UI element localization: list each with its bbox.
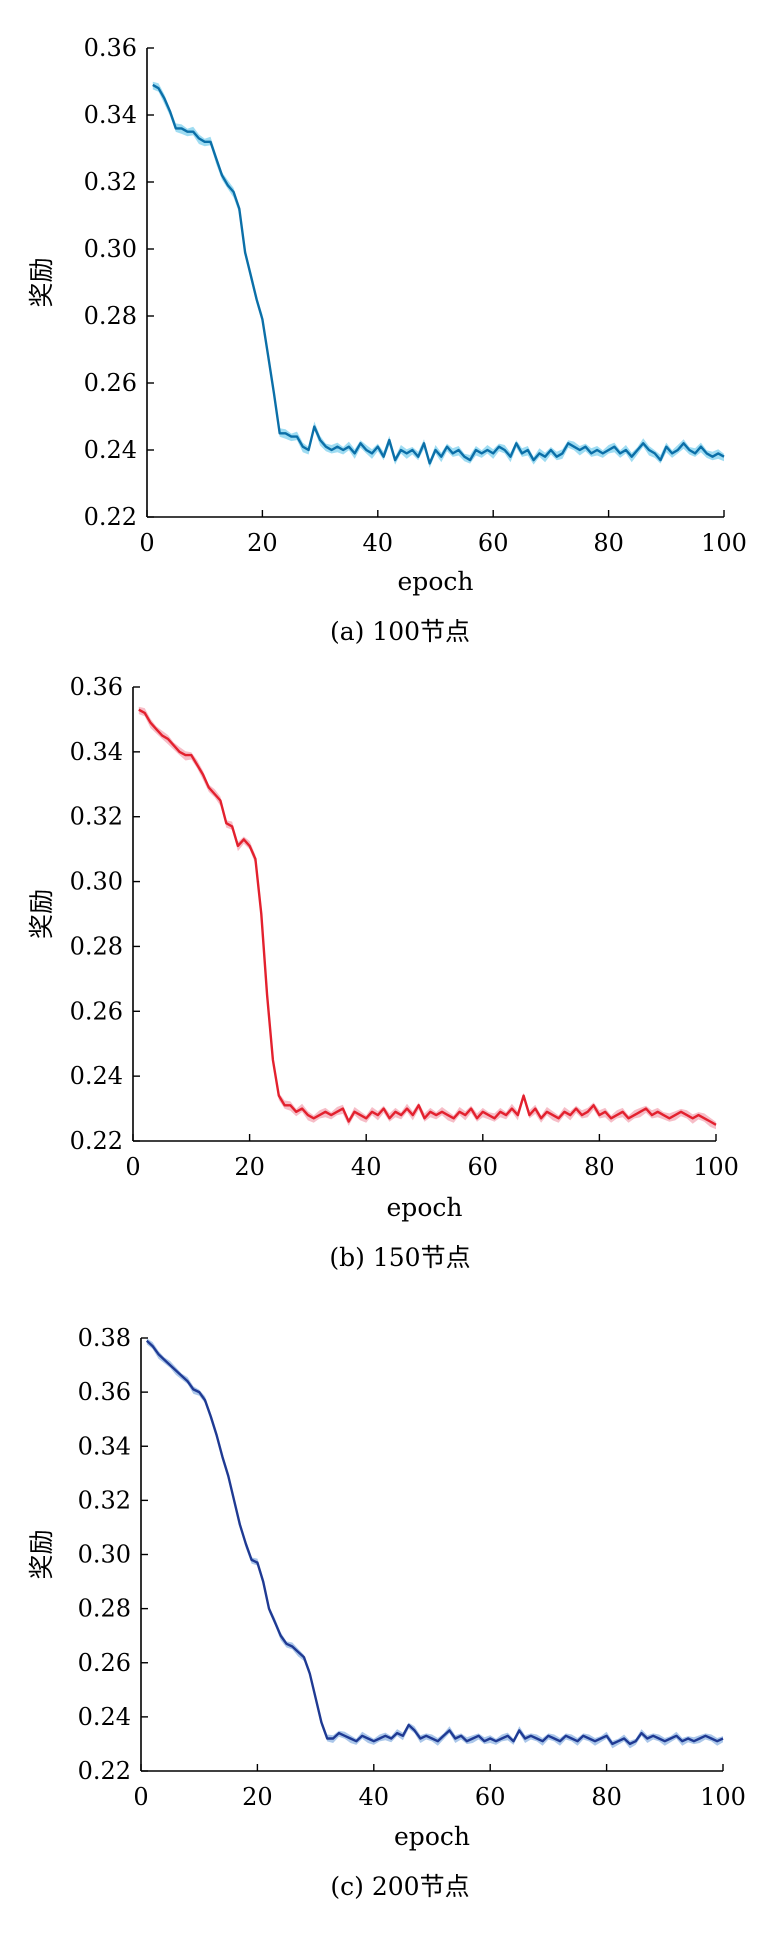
y-axis-label: 奖励 [27,257,56,307]
y-tick-label: 0.34 [78,1432,131,1460]
x-tick-label: 0 [125,1153,140,1181]
confidence-band-1 [152,81,725,468]
x-tick-label: 20 [234,1153,265,1181]
y-tick-label: 0.26 [70,997,123,1025]
y-tick-label: 0.24 [70,1062,123,1090]
x-tick-label: 100 [693,1153,739,1181]
panel-caption: (c) 200节点 [330,1872,469,1901]
x-tick-label: 40 [359,1783,390,1811]
x-axis-label: epoch [394,1822,470,1851]
x-tick-label: 40 [351,1153,382,1181]
x-tick-label: 80 [593,529,624,557]
y-tick-label: 0.34 [84,101,137,129]
x-tick-label: 60 [475,1783,506,1811]
panel-caption: (a) 100节点 [330,617,470,646]
y-tick-label: 0.30 [78,1541,131,1569]
y-tick-label: 0.30 [70,868,123,896]
y-tick-label: 0.36 [78,1378,131,1406]
x-axis-label: epoch [398,567,474,596]
x-tick-label: 20 [247,529,278,557]
chart-panel-3: 0.22 0.24 0.26 0.28 0.30 0.32 0.34 0.36 0.38 0 20 4… [27,1324,746,1901]
y-axis-label: 奖励 [27,1529,56,1579]
y-tick-label: 0.28 [78,1595,131,1623]
confidence-band-3 [146,1338,724,1749]
y-tick-label: 0.26 [78,1649,131,1677]
x-tick-label: 20 [242,1783,273,1811]
x-tick-label: 0 [139,529,154,557]
x-tick-label: 0 [133,1783,148,1811]
y-tick-label: 0.32 [84,168,137,196]
y-tick-label: 0.32 [70,803,123,831]
panel-caption: (b) 150节点 [329,1243,470,1272]
chart-panel-1: 0.22 0.24 0.26 0.28 0.30 0.32 0.34 0.36 0 20 40 60 8… [27,34,747,646]
x-tick-label: 100 [700,1783,746,1811]
chart-panel-2: 0.22 0.24 0.26 0.28 0.30 0.32 0.34 0.36 0 20 40 60 8… [27,673,739,1272]
series-line-3 [145,1339,724,1746]
x-tick-label: 40 [363,529,394,557]
y-tick-label: 0.28 [70,932,123,960]
y-tick-label: 0.22 [70,1127,123,1155]
y-tick-label: 0.34 [70,738,123,766]
y-tick-label: 0.26 [84,369,137,397]
y-tick-label: 0.28 [84,302,137,330]
x-axis-label: epoch [387,1193,463,1222]
y-tick-label: 0.38 [78,1324,131,1352]
y-tick-label: 0.22 [84,503,137,531]
y-tick-label: 0.32 [78,1486,131,1514]
y-tick-label: 0.30 [84,235,137,263]
confidence-band-2 [138,706,717,1130]
y-axis-label: 奖励 [27,889,56,939]
y-tick-label: 0.36 [70,673,123,701]
y-tick-label: 0.36 [84,34,137,62]
x-tick-label: 100 [701,529,747,557]
x-tick-label: 80 [591,1783,622,1811]
x-tick-label: 80 [584,1153,615,1181]
y-tick-label: 0.24 [78,1703,131,1731]
x-tick-label: 60 [478,529,509,557]
x-tick-label: 60 [468,1153,499,1181]
y-tick-label: 0.24 [84,436,137,464]
series-line-1 [152,83,725,465]
y-tick-label: 0.22 [78,1757,131,1785]
series-line-2 [138,708,717,1126]
